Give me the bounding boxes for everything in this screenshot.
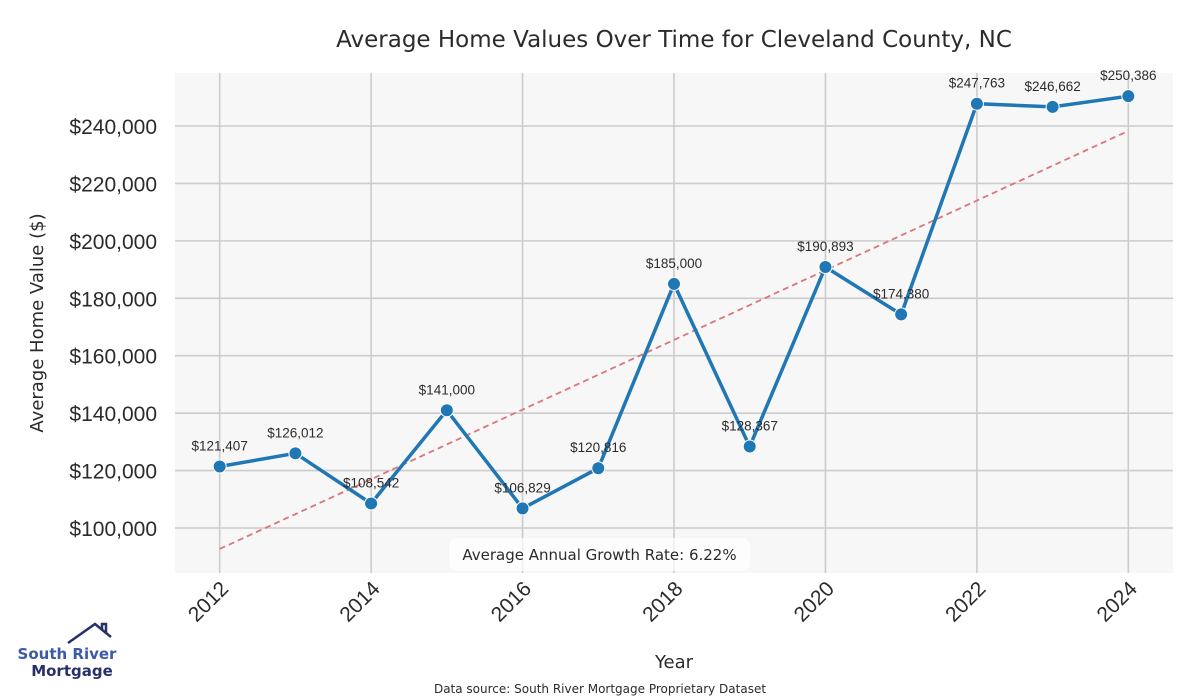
data-point	[1121, 89, 1136, 104]
data-point	[439, 403, 454, 418]
growth-rate-annotation: Average Annual Growth Rate: 6.22%	[449, 538, 750, 571]
data-point	[667, 276, 681, 291]
data-point	[288, 446, 303, 461]
data-label: $120,816	[570, 440, 626, 455]
data-label: $121,407	[192, 439, 248, 454]
logo-text-mortgage: Mortgage	[31, 662, 113, 680]
data-point	[969, 96, 984, 111]
y-tick-label: $100,000	[69, 518, 157, 541]
annotation-text: Average Annual Growth Rate: 6.22%	[462, 546, 736, 564]
trend-line-group	[219, 130, 1129, 550]
y-tick-label: $120,000	[69, 461, 157, 484]
data-point	[212, 459, 227, 474]
data-point	[818, 260, 833, 275]
y-axis-label: Average Home Value ($)	[27, 213, 48, 432]
data-label: $185,000	[646, 256, 702, 271]
data-label: $174,380	[873, 286, 929, 301]
data-label: $250,386	[1100, 68, 1156, 83]
y-tick-label: $140,000	[69, 403, 157, 426]
chart-title: Average Home Values Over Time for Clevel…	[336, 27, 1012, 53]
data-point	[742, 439, 757, 454]
data-point	[591, 461, 606, 476]
data-label: $246,662	[1024, 79, 1080, 94]
x-axis-label: Year	[654, 652, 694, 673]
data-source-note: Data source: South River Mortgage Propri…	[434, 682, 766, 696]
data-label: $106,829	[494, 480, 550, 495]
y-axis-ticks: $100,000 $120,000 $140,000 $160,000 $180,000…	[69, 116, 157, 541]
y-tick-label: $180,000	[69, 288, 157, 311]
south-river-mortgage-logo: South River Mortgage	[18, 622, 118, 680]
y-tick-label: $160,000	[69, 346, 157, 369]
gridlines	[175, 73, 1173, 573]
data-label: $128,367	[722, 419, 778, 434]
data-label: $190,893	[797, 239, 853, 254]
data-labels: $121,407 $126,012 $108,542 $141,000 $106,829…	[192, 68, 1157, 495]
annotation-box	[449, 538, 750, 571]
data-label: $126,012	[267, 425, 323, 440]
data-label: $141,000	[419, 382, 475, 397]
y-tick-label: $200,000	[69, 231, 157, 254]
data-point	[1045, 99, 1060, 114]
data-label: $108,542	[343, 475, 399, 490]
data-point	[364, 496, 379, 511]
series-group	[212, 89, 1136, 516]
data-point	[515, 501, 530, 516]
data-point	[894, 307, 909, 322]
trend-line	[219, 130, 1129, 550]
y-tick-label: $220,000	[69, 173, 157, 196]
chimney-icon	[100, 622, 108, 634]
y-tick-label: $240,000	[69, 116, 157, 139]
data-label: $247,763	[949, 76, 1005, 91]
logo-text-south-river: South River	[18, 645, 118, 663]
